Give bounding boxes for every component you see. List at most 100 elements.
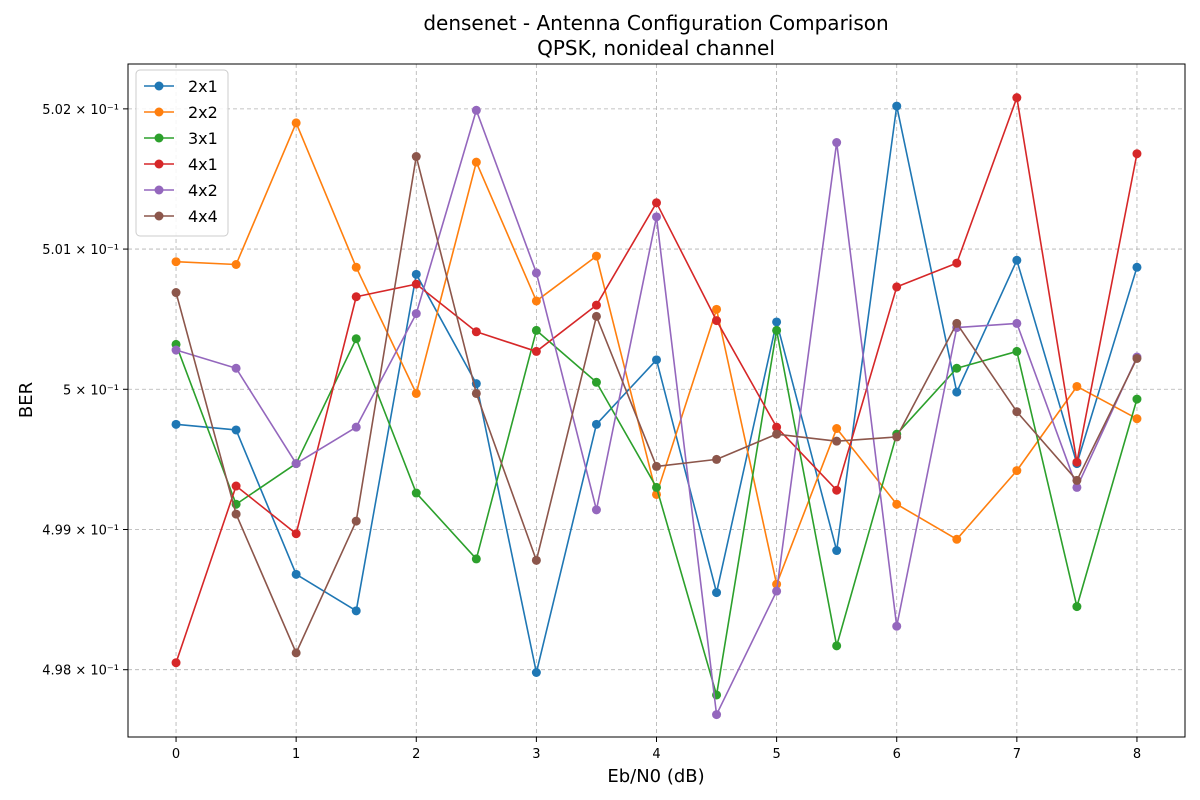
legend-item: 4x4 [144,207,218,226]
data-point-2x2 [171,257,181,267]
data-point-4x1 [1072,457,1082,467]
data-point-4x4 [591,311,601,321]
data-point-4x1 [952,258,962,268]
data-point-4x4 [652,461,661,471]
legend-item: 2x1 [144,77,218,96]
y-tick-label: 4.98 × 10⁻¹ [42,664,119,679]
data-point-4x4 [291,648,301,658]
data-point-2x2 [772,579,782,589]
data-point-4x2 [772,586,782,596]
x-tick-label: 6 [893,747,901,762]
data-point-4x1 [591,300,601,310]
data-point-2x1 [171,419,181,429]
x-axis-label: Eb/N0 (dB) [607,766,704,787]
data-point-3x1 [832,641,842,651]
data-point-2x1 [832,546,842,556]
data-point-2x1 [1012,255,1022,265]
legend-marker [154,185,164,195]
data-point-2x2 [471,157,481,167]
data-point-4x1 [231,481,241,491]
chart-title: densenet - Antenna Configuration Compari… [423,11,888,35]
data-point-4x1 [1012,93,1022,103]
data-point-2x2 [291,118,301,128]
data-point-4x1 [1132,149,1142,159]
data-point-4x2 [712,710,722,720]
y-tick-label: 5 × 10⁻¹ [63,383,119,398]
x-tick-label: 0 [172,747,180,762]
data-point-4x4 [1012,407,1022,417]
x-tick-label: 4 [652,747,660,762]
data-point-2x2 [1072,381,1082,391]
series-4x1 [171,93,1142,668]
data-point-4x2 [1012,318,1022,328]
data-point-2x1 [531,668,541,678]
x-tick-label: 7 [1013,747,1021,762]
series-4x4 [171,152,1142,658]
data-point-2x1 [1132,262,1142,272]
data-point-2x2 [591,251,601,261]
data-point-4x4 [1132,353,1142,363]
data-point-2x1 [291,569,301,579]
data-point-4x1 [471,327,481,337]
data-point-2x1 [652,355,661,365]
legend-marker [154,107,164,117]
data-point-4x2 [411,309,421,319]
data-point-4x1 [411,279,421,289]
data-point-4x2 [591,505,601,515]
data-point-2x1 [231,425,241,435]
data-point-4x1 [772,422,782,432]
data-point-3x1 [772,325,782,335]
data-point-3x1 [1012,346,1022,356]
data-point-4x4 [471,388,481,398]
data-point-2x2 [832,424,842,434]
data-point-2x2 [1132,414,1142,424]
data-point-2x1 [591,419,601,429]
data-point-2x1 [712,588,722,598]
data-point-4x2 [171,345,181,355]
data-point-4x1 [832,485,842,495]
data-point-2x2 [411,388,421,398]
data-point-4x1 [712,316,722,326]
data-point-2x1 [892,101,902,111]
data-point-4x2 [351,422,361,432]
data-point-4x4 [832,436,842,446]
data-point-4x1 [171,658,181,668]
series-2x1 [171,101,1142,678]
data-point-4x2 [832,138,842,148]
data-point-4x1 [531,346,541,356]
y-tick-label: 4.99 × 10⁻¹ [42,523,119,538]
x-tick-label: 5 [772,747,780,762]
grid [128,64,1185,737]
x-tick-label: 2 [412,747,420,762]
x-tick-label: 8 [1133,747,1141,762]
series-3x1 [171,325,1142,700]
data-point-2x2 [952,534,962,544]
data-point-4x4 [531,555,541,565]
data-point-4x4 [772,429,782,439]
data-point-4x1 [291,529,301,539]
series-2x2 [171,118,1142,589]
data-point-3x1 [471,554,481,564]
legend: 2x1 2x2 3x1 4x1 4x2 4x4 [135,69,229,237]
legend-label: 4x2 [188,181,218,200]
data-point-2x2 [531,296,541,306]
chart-subtitle: QPSK, nonideal channel [537,36,775,60]
legend-label: 4x4 [188,207,218,226]
data-point-3x1 [531,325,541,335]
data-point-4x4 [952,318,962,328]
data-point-4x2 [531,268,541,278]
data-point-2x1 [772,317,782,327]
data-point-4x4 [171,288,181,298]
data-point-4x4 [1072,475,1082,485]
x-tick-label: 3 [532,747,540,762]
legend-label: 3x1 [188,129,218,148]
data-point-4x4 [231,509,241,519]
legend-item: 4x1 [144,155,218,174]
plot-area [171,93,1142,720]
data-point-4x2 [471,105,481,115]
data-point-3x1 [351,334,361,344]
legend-marker [154,211,164,221]
data-point-4x4 [411,152,421,162]
data-point-3x1 [652,482,661,492]
